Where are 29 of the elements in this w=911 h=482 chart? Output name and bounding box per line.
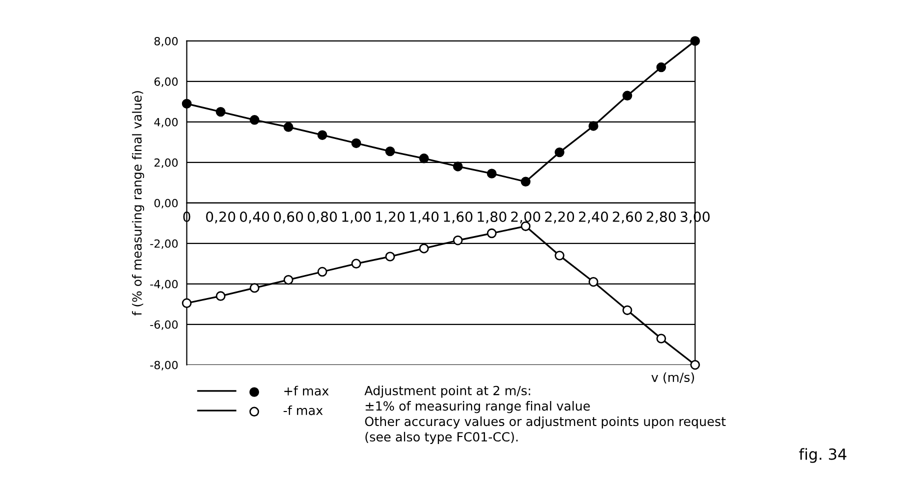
x-tick-label: 2,40 — [578, 212, 608, 224]
y-tick-label: -4,00 — [150, 280, 178, 290]
x-tick-label: 1,00 — [342, 212, 371, 224]
x-tick-label: 2,20 — [545, 212, 574, 224]
legend-label: +f max — [284, 386, 329, 396]
x-axis-title: v (m/s) — [651, 372, 694, 384]
y-tick-label: -6,00 — [150, 320, 178, 330]
x-tick-label: 2,00 — [511, 212, 540, 224]
y-tick-label: -8,00 — [150, 360, 178, 370]
x-tick-label: 0,80 — [308, 212, 337, 224]
x-tick-label: 1,20 — [376, 212, 405, 224]
caption: fig. 34 — [799, 448, 846, 463]
y-tick-label: 6,00 — [154, 77, 178, 87]
y-axis-title: f (% of measuring range final value) — [132, 91, 144, 316]
x-tick-label: 1,60 — [444, 212, 472, 224]
x-tick-label: 0,40 — [240, 212, 270, 224]
x-tick-label: 2,60 — [612, 212, 642, 224]
x-tick-label: 1,80 — [478, 212, 506, 224]
y-tick-label: 2,00 — [154, 158, 178, 168]
legend-label: -f max — [284, 405, 323, 416]
x-tick-label: 1,40 — [410, 212, 439, 224]
y-tick-label: 0,00 — [154, 198, 178, 208]
y-tick-label: 8,00 — [154, 36, 178, 46]
x-tick-label: 0,60 — [274, 212, 303, 224]
x-tick-label: 2,80 — [646, 212, 676, 224]
y-tick-label: 4,00 — [154, 118, 178, 128]
x-tick-label: 0,20 — [206, 212, 236, 224]
text: Adjustment point at 2 m/s: ±1% of measuring range final value Other accuracy values or adjustment points upon request (see also type FC01-CC). — [364, 386, 726, 444]
y-tick-label: -2,00 — [150, 239, 178, 249]
